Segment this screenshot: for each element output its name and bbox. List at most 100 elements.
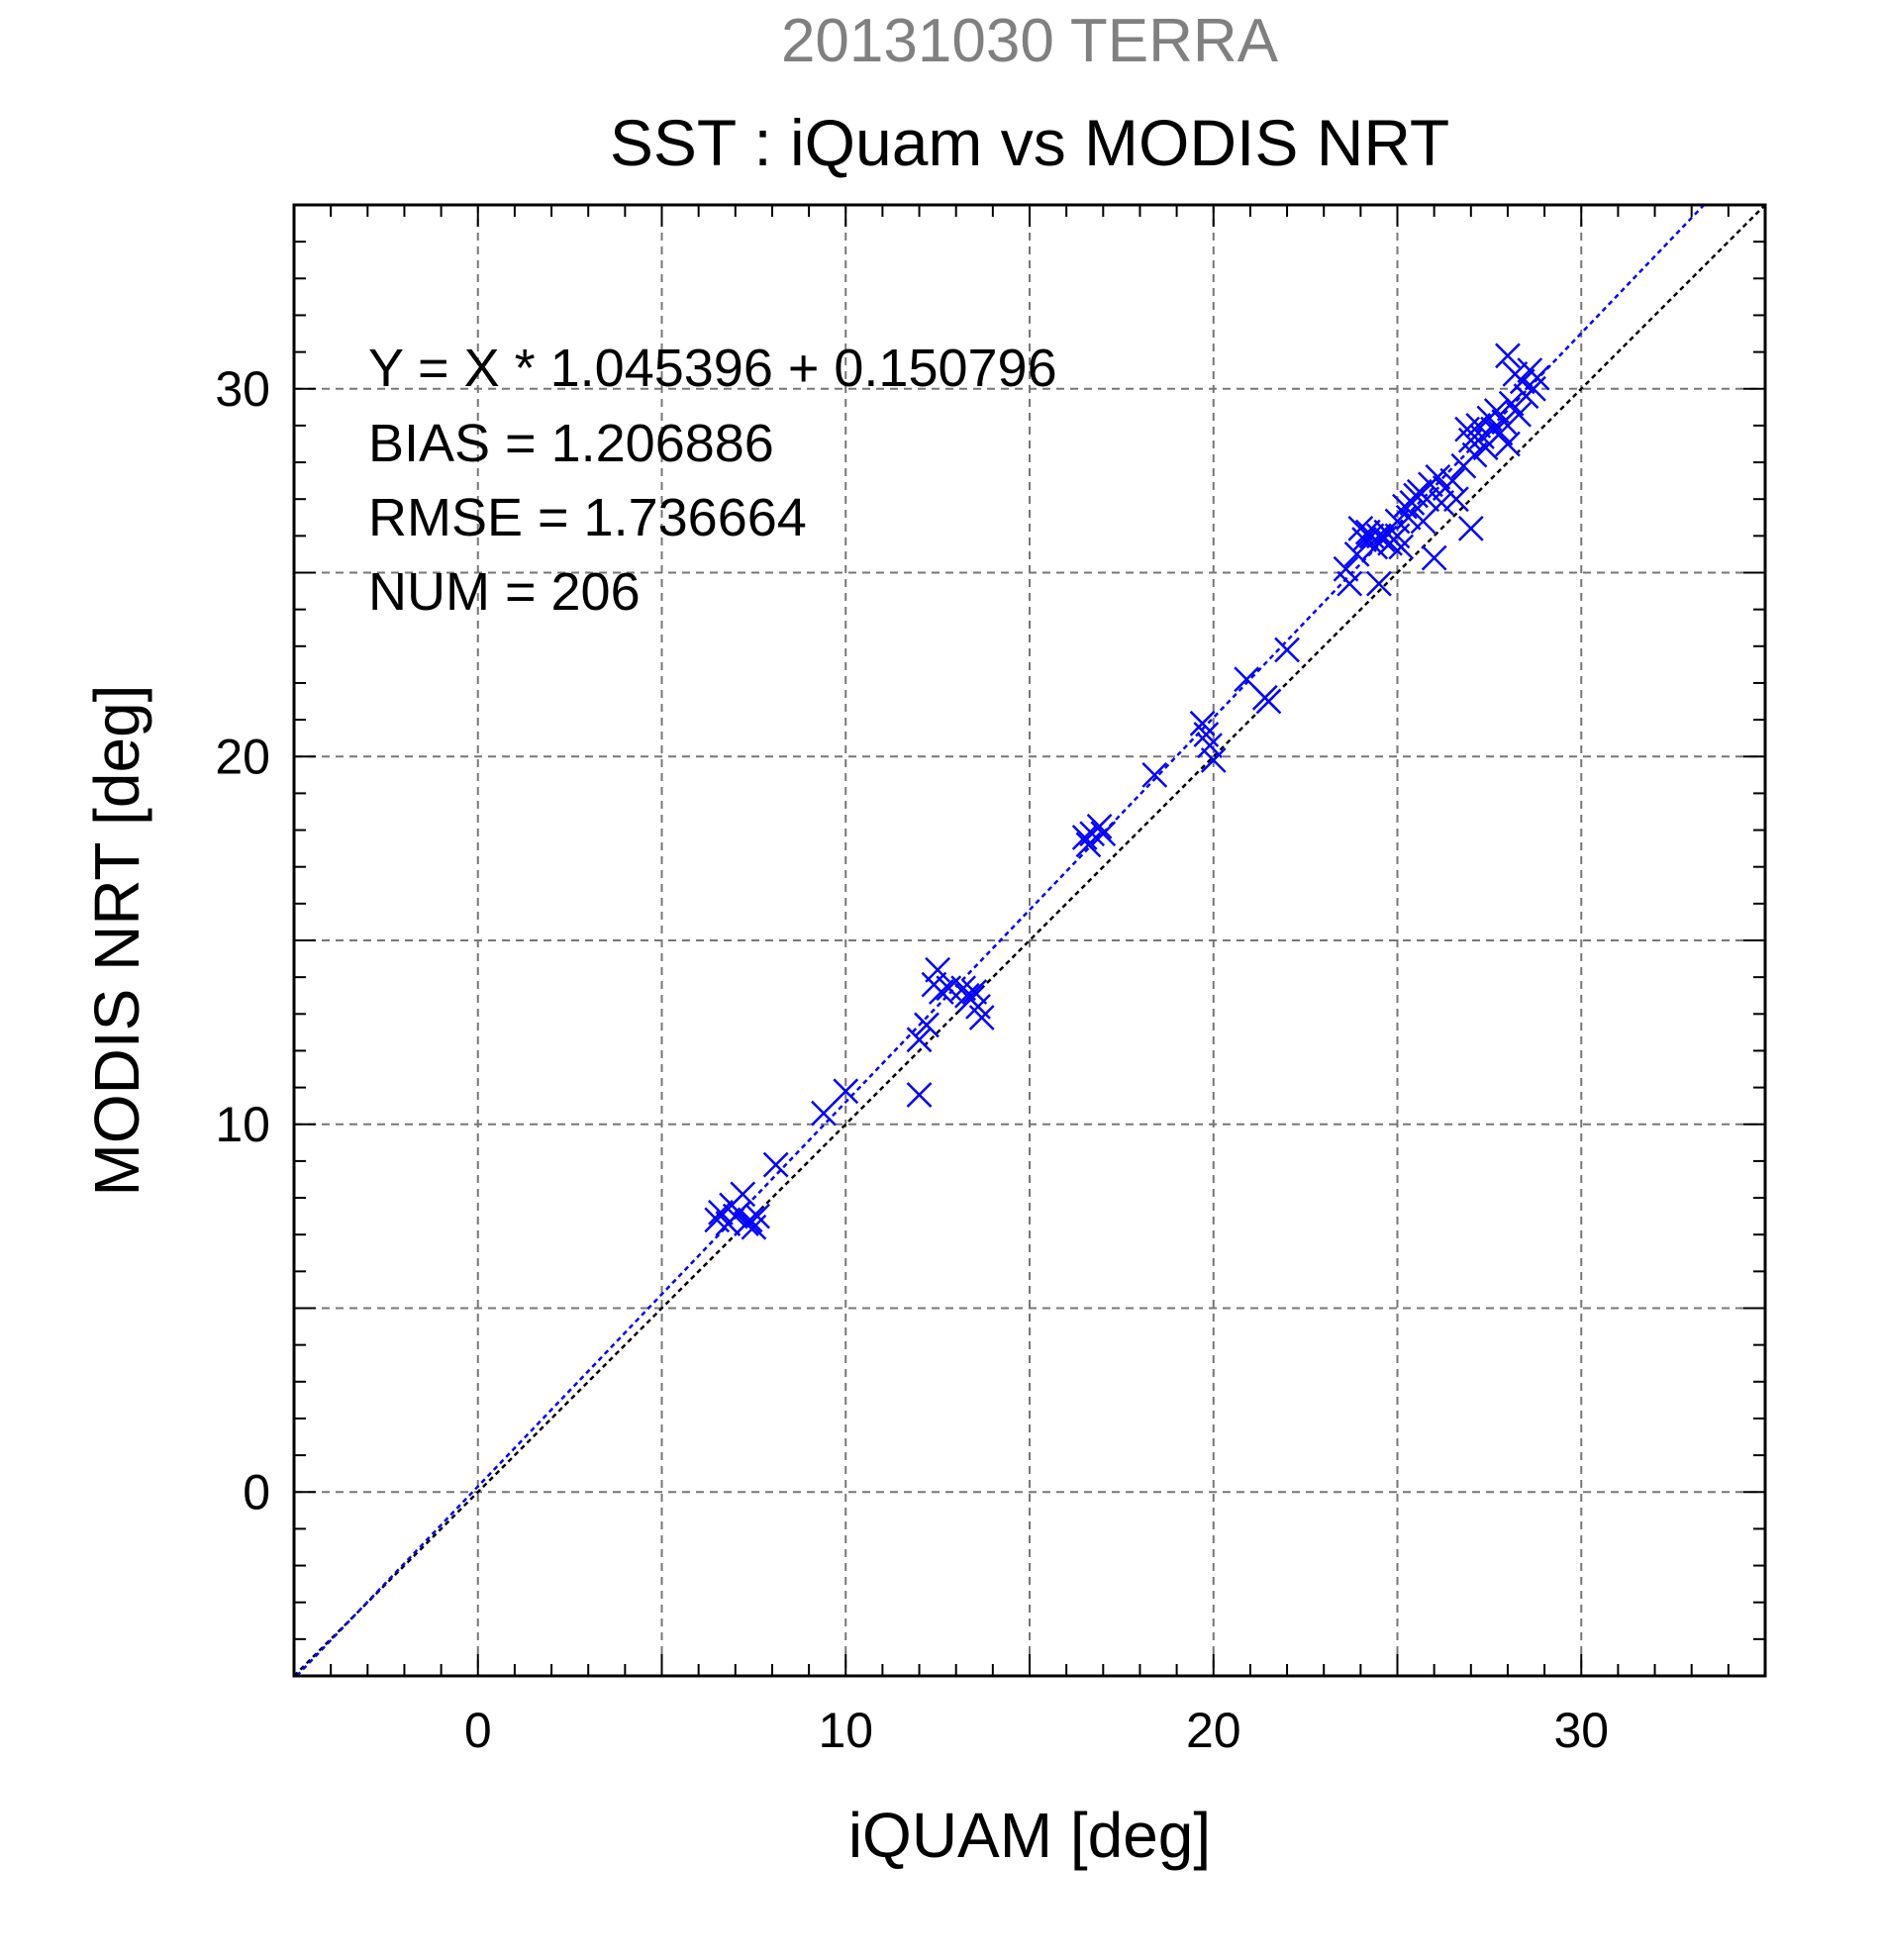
data-point [730, 1181, 756, 1208]
data-point [1506, 401, 1532, 428]
data-point [1425, 464, 1451, 490]
data-point-stroke [1358, 523, 1385, 549]
data-point-stroke [1495, 343, 1521, 369]
data-point-stroke [833, 1078, 859, 1105]
y-axis-label: MODIS NRT [deg] [81, 685, 152, 1197]
data-point-stroke [1524, 364, 1550, 391]
data-point-stroke [1506, 401, 1532, 428]
data-point-stroke [1193, 722, 1220, 747]
data-point [1343, 541, 1370, 567]
data-point [906, 1027, 933, 1053]
data-point-stroke [1429, 490, 1454, 516]
data-point-stroke [1469, 424, 1495, 449]
data-point [1366, 570, 1392, 597]
data-point-stroke [1090, 821, 1117, 847]
data-point-stroke [1200, 747, 1227, 773]
data-point [1274, 637, 1300, 663]
data-point [961, 979, 988, 1005]
data-point-stroke [906, 1082, 933, 1108]
data-point [833, 1078, 859, 1105]
stats-line-rmse: RMSE = 1.736664 [368, 488, 807, 547]
data-point [708, 1200, 734, 1225]
data-point-stroke [744, 1203, 770, 1229]
data-point [1498, 390, 1525, 417]
data-point [914, 1012, 940, 1038]
stats-line-bias: BIAS = 1.206886 [368, 414, 774, 473]
data-point-stroke [1347, 516, 1374, 541]
tick-labels: 0 10 20 30 0 10 20 30 [215, 361, 1609, 1758]
x-tick-label: 20 [1186, 1703, 1241, 1758]
data-point [1509, 368, 1535, 395]
data-point-stroke [1509, 368, 1535, 395]
data-point-stroke [1495, 431, 1521, 457]
data-point [1369, 527, 1396, 552]
data-point-stroke [1366, 570, 1392, 597]
data-point-stroke [1388, 534, 1415, 560]
data-point-stroke [1141, 761, 1168, 788]
data-point-stroke [1071, 825, 1098, 850]
data-point-stroke [961, 979, 988, 1005]
data-point [1255, 688, 1282, 715]
data-point [1336, 570, 1363, 597]
data-point-stroke [1457, 516, 1484, 541]
data-point [1197, 733, 1223, 758]
data-point [1414, 486, 1440, 513]
data-point-stroke [1491, 409, 1518, 436]
data-point-stroke [1480, 416, 1506, 442]
data-point-stroke [730, 1181, 756, 1208]
stats-box: Y = X * 1.045396 + 0.150796 BIAS = 1.206… [368, 339, 1057, 622]
data-point-stroke [1483, 398, 1510, 424]
data-point [1524, 364, 1550, 391]
data-point-stroke [1197, 733, 1223, 758]
y-tick-label: 0 [243, 1464, 270, 1519]
data-point-stroke [737, 1207, 763, 1233]
data-point-stroke [1443, 486, 1469, 513]
data-point-stroke [1343, 541, 1370, 567]
data-point [925, 956, 951, 983]
data-point [1495, 431, 1521, 457]
x-tick-label: 10 [818, 1703, 873, 1758]
chart-suptitle: 20131030 TERRA [781, 7, 1279, 75]
data-points [704, 343, 1550, 1240]
data-point-stroke [950, 975, 977, 1002]
data-point-stroke [811, 1100, 837, 1127]
data-point [1388, 534, 1415, 560]
data-point-stroke [1425, 464, 1451, 490]
data-point [1439, 467, 1466, 494]
data-point [928, 979, 954, 1005]
data-point [1461, 441, 1488, 468]
grid-lines [294, 205, 1765, 1676]
data-point [762, 1151, 789, 1178]
data-point-stroke [1255, 688, 1282, 715]
data-point [1429, 490, 1454, 516]
data-point-stroke [1369, 527, 1396, 552]
y-tick-label: 10 [215, 1097, 270, 1152]
data-point-stroke [965, 993, 991, 1020]
data-point [1141, 761, 1168, 788]
data-point [1200, 747, 1227, 773]
data-point-stroke [1421, 544, 1447, 571]
data-point-stroke [925, 956, 951, 983]
plot-frame [292, 203, 1767, 1678]
data-point-stroke [928, 979, 954, 1005]
x-axis-label: iQUAM [deg] [848, 1800, 1211, 1871]
y-tick-label: 30 [215, 361, 270, 417]
data-point-stroke [914, 1012, 940, 1038]
x-tick-label: 30 [1553, 1703, 1609, 1758]
data-point-stroke [1351, 527, 1377, 552]
y-tick-label: 20 [215, 729, 270, 784]
data-point [1443, 486, 1469, 513]
data-point [811, 1100, 837, 1127]
data-point [1483, 398, 1510, 424]
data-point-stroke [1498, 390, 1525, 417]
data-point [1351, 527, 1377, 552]
data-point-stroke [1086, 813, 1113, 839]
data-point [1421, 544, 1447, 571]
stats-line-num: NUM = 206 [368, 562, 641, 622]
data-point-stroke [1189, 710, 1216, 736]
data-point [737, 1207, 763, 1233]
data-point-stroke [1465, 413, 1492, 439]
data-point-stroke [1384, 523, 1411, 549]
data-point-stroke [708, 1200, 734, 1225]
